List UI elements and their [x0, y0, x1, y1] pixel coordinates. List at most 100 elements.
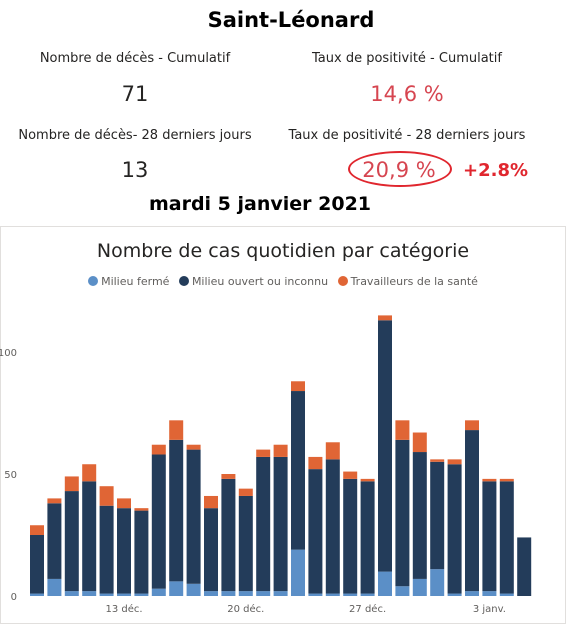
- bar-segment-open[interactable]: [82, 481, 97, 592]
- bar-segment-open[interactable]: [151, 454, 166, 589]
- bar-segment-open[interactable]: [360, 481, 375, 594]
- bar-segment-open[interactable]: [204, 508, 218, 592]
- bar-segment-health[interactable]: [465, 420, 479, 431]
- bar-segment-open[interactable]: [291, 391, 305, 550]
- highlight-circle: [348, 151, 452, 187]
- bar-segment-open[interactable]: [499, 481, 514, 594]
- deaths-cumulative-value: 71: [121, 82, 149, 106]
- bar-segment-health[interactable]: [447, 459, 462, 465]
- bar-segment-open[interactable]: [447, 464, 462, 594]
- bar-segment-closed[interactable]: [238, 591, 253, 596]
- legend-dot-closed: [88, 276, 99, 286]
- chart-container: [0, 226, 566, 624]
- bar-segment-closed[interactable]: [30, 593, 44, 596]
- bar-segment-health[interactable]: [482, 478, 497, 482]
- bar-segment-closed[interactable]: [204, 591, 218, 596]
- bar-segment-health[interactable]: [186, 444, 201, 450]
- bar-segment-closed[interactable]: [99, 593, 114, 596]
- bar-segment-closed[interactable]: [186, 583, 201, 596]
- bar-segment-open[interactable]: [238, 495, 253, 592]
- bar-segment-health[interactable]: [99, 486, 114, 506]
- bar-segment-closed[interactable]: [499, 593, 514, 596]
- bar-segment-closed[interactable]: [360, 593, 375, 596]
- legend-item-open[interactable]: Milieu ouvert ou inconnu: [178, 275, 329, 288]
- bar-segment-closed[interactable]: [378, 571, 392, 596]
- bar-segment-closed[interactable]: [256, 591, 271, 596]
- bar-segment-health[interactable]: [308, 456, 323, 470]
- bar-segment-health[interactable]: [151, 444, 166, 455]
- bar-segment-open[interactable]: [343, 478, 358, 594]
- bar-segment-closed[interactable]: [395, 586, 410, 596]
- bar-segment-closed[interactable]: [465, 591, 479, 596]
- bar-segment-open[interactable]: [273, 456, 288, 592]
- bar-segment-open[interactable]: [256, 456, 271, 592]
- positivity-cumulative-value: 14,6 %: [370, 82, 444, 106]
- legend-item-closed[interactable]: Milieu fermé: [88, 275, 169, 288]
- bar-segment-open[interactable]: [517, 537, 532, 596]
- bar-segment-health[interactable]: [395, 420, 410, 440]
- bar-segment-closed[interactable]: [325, 593, 340, 596]
- bar-segment-closed[interactable]: [447, 593, 462, 596]
- bar-segment-open[interactable]: [186, 449, 201, 584]
- bar-segment-open[interactable]: [47, 503, 62, 579]
- bar-segment-health[interactable]: [360, 478, 375, 482]
- bar-segment-closed[interactable]: [169, 581, 184, 596]
- bar-segment-closed[interactable]: [291, 549, 305, 596]
- bar-segment-closed[interactable]: [134, 593, 149, 596]
- bar-segment-health[interactable]: [325, 442, 340, 460]
- bar-segment-health[interactable]: [30, 525, 44, 535]
- bar-segment-open[interactable]: [395, 439, 410, 587]
- bar-segment-open[interactable]: [117, 508, 131, 594]
- bar-segment-closed[interactable]: [273, 591, 288, 596]
- bar-segment-open[interactable]: [99, 505, 114, 594]
- x-tick-label: 3 janv.: [473, 604, 506, 615]
- bar-segment-open[interactable]: [134, 510, 149, 594]
- bar-segment-health[interactable]: [378, 315, 392, 321]
- bar-segment-closed[interactable]: [64, 591, 79, 596]
- bar-segment-health[interactable]: [238, 488, 253, 496]
- bar-segment-open[interactable]: [308, 469, 323, 594]
- bar-segment-closed[interactable]: [47, 578, 62, 596]
- legend-item-health[interactable]: Travailleurs de la santé: [337, 275, 478, 288]
- bar-segment-closed[interactable]: [221, 591, 236, 596]
- bar-segment-health[interactable]: [499, 478, 514, 482]
- chart-title: Nombre de cas quotidien par catégorie: [96, 240, 470, 262]
- bar-segment-closed[interactable]: [308, 593, 323, 596]
- bar-segment-health[interactable]: [430, 459, 445, 462]
- bar-segment-health[interactable]: [64, 476, 79, 492]
- bar-segment-health[interactable]: [291, 381, 305, 392]
- y-tick-label: 0: [11, 592, 17, 603]
- bar-segment-closed[interactable]: [430, 569, 445, 596]
- legend-dot-open: [178, 276, 189, 286]
- bar-segment-open[interactable]: [430, 461, 445, 570]
- bar-segment-health[interactable]: [256, 449, 271, 457]
- bar-segment-open[interactable]: [325, 459, 340, 594]
- bar-segment-open[interactable]: [30, 535, 44, 594]
- bar-segment-closed[interactable]: [343, 593, 358, 596]
- bar-segment-open[interactable]: [482, 481, 497, 592]
- bar-segment-health[interactable]: [204, 495, 218, 509]
- bar-segment-health[interactable]: [47, 498, 62, 504]
- bar-segment-health[interactable]: [412, 432, 427, 453]
- bar-segment-health[interactable]: [273, 444, 288, 457]
- bar-segment-closed[interactable]: [151, 588, 166, 596]
- bar-segment-open[interactable]: [221, 478, 236, 592]
- bar-segment-closed[interactable]: [117, 593, 131, 596]
- bar-segment-open[interactable]: [412, 452, 427, 579]
- legend-label-open: Milieu ouvert ou inconnu: [191, 275, 329, 288]
- bar-segment-health[interactable]: [169, 420, 184, 440]
- bar-segment-health[interactable]: [82, 464, 97, 482]
- bar-segment-health[interactable]: [343, 471, 358, 479]
- deaths-cumulative-label: Nombre de décès - Cumulatif: [39, 51, 231, 66]
- bar-segment-closed[interactable]: [412, 578, 427, 596]
- bar-segment-closed[interactable]: [82, 591, 97, 596]
- bar-segment-open[interactable]: [169, 439, 184, 582]
- bar-segment-health[interactable]: [221, 474, 236, 479]
- bar-segment-open[interactable]: [465, 430, 479, 592]
- bar-segment-health[interactable]: [117, 498, 131, 509]
- bar-segment-closed[interactable]: [482, 591, 497, 596]
- bar-segment-open[interactable]: [64, 491, 79, 592]
- bar-segment-health[interactable]: [134, 508, 149, 511]
- bar-segment-open[interactable]: [378, 320, 392, 572]
